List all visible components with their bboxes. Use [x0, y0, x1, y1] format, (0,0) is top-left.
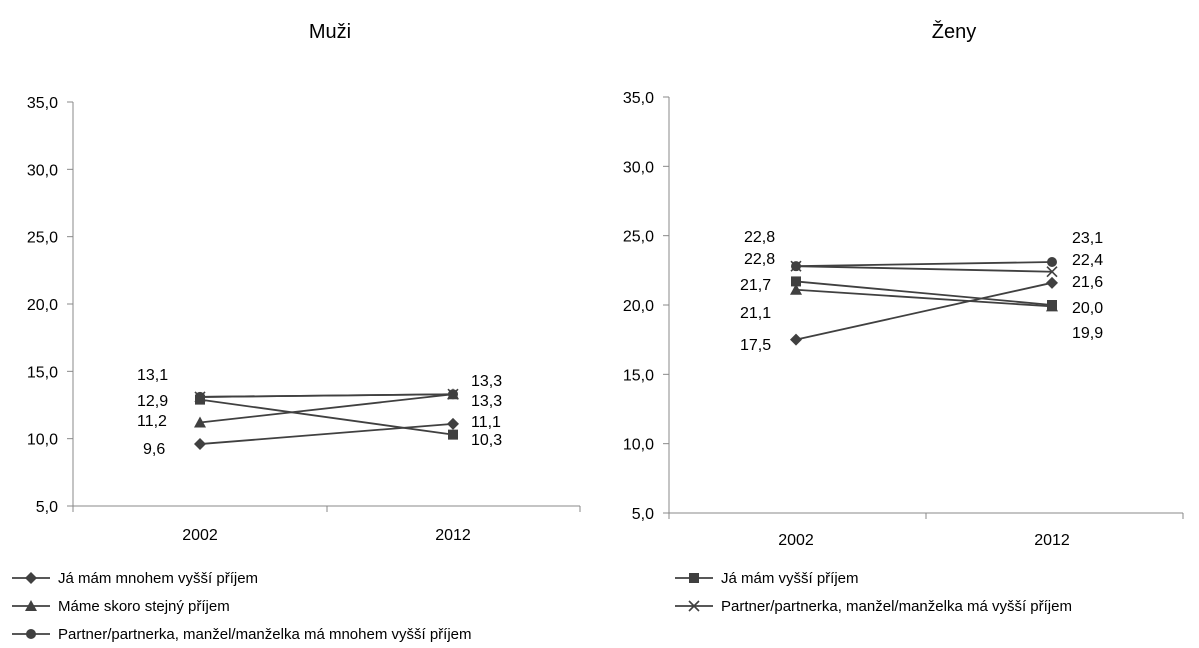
- series-point-diamond: [447, 417, 459, 430]
- data-label: 13,1: [137, 367, 168, 384]
- chart-title: Ženy: [932, 20, 976, 43]
- series-line-diamond: [199, 422, 454, 445]
- data-label: 12,9: [137, 393, 168, 410]
- y-tick-label: 35,0: [623, 90, 654, 107]
- y-tick-label: 25,0: [623, 229, 654, 246]
- y-tick-label: 20,0: [27, 297, 58, 314]
- x-tick-label: 2012: [1034, 532, 1070, 549]
- data-label: 11,2: [137, 413, 167, 430]
- data-label: 17,5: [740, 337, 771, 354]
- legend-marker-diamond: [25, 572, 37, 584]
- series-point-x: [1046, 266, 1058, 278]
- series-point-diamond: [1046, 276, 1058, 289]
- series-point-circle: [1047, 257, 1057, 268]
- y-tick-label: 30,0: [27, 162, 58, 179]
- chart-panel-2: Ženy 5,0 10,0 15,0 20,0 25,0 30,0 35,0 2002 2012 1…: [623, 20, 1184, 549]
- series-point-circle: [195, 391, 205, 402]
- data-label: 20,0: [1072, 300, 1103, 317]
- series-point-triangle: [194, 416, 206, 428]
- data-label: 23,1: [1072, 230, 1103, 247]
- data-label: 21,6: [1072, 274, 1103, 291]
- y-tick-label: 10,0: [623, 437, 654, 454]
- legend-label: Já mám mnohem vyšší příjem: [58, 570, 258, 587]
- series-point-circle: [791, 261, 801, 272]
- legend-label: Já mám vyšší příjem: [721, 570, 859, 587]
- series-point-square: [791, 276, 801, 287]
- y-tick-label: 20,0: [623, 298, 654, 315]
- legend-label: Máme skoro stejný příjem: [58, 598, 230, 615]
- legend-marker-triangle: [25, 600, 37, 611]
- data-label: 22,8: [744, 229, 775, 246]
- series-line-square: [199, 398, 454, 436]
- series-line-triangle: [795, 288, 1053, 308]
- legend-marker-square: [689, 573, 699, 583]
- y-tick-label: 5,0: [36, 499, 58, 516]
- data-label: 21,1: [740, 305, 771, 322]
- y-tick-label: 35,0: [27, 95, 58, 112]
- y-tick-label: 15,0: [623, 367, 654, 384]
- series-point-triangle: [790, 283, 802, 295]
- legend-marker-x: [688, 600, 700, 612]
- y-tick-label: 30,0: [623, 159, 654, 176]
- series-line-square: [795, 280, 1053, 306]
- data-label: 22,4: [1072, 252, 1103, 269]
- series-line-triangle: [199, 393, 454, 424]
- series-line-circle: [199, 393, 454, 398]
- data-label: 22,8: [744, 251, 775, 268]
- chart-panel-1: Muži 5,0 10,0 15,0 20,0 25,0 30,0 35,0 2002 2012 9…: [27, 21, 581, 544]
- series-point-diamond: [194, 438, 206, 451]
- data-label: 10,3: [471, 432, 502, 449]
- y-tick-label: 15,0: [27, 364, 58, 381]
- legend-label: Partner/partnerka, manžel/manželka má vy…: [721, 598, 1072, 615]
- data-label: 13,3: [471, 373, 502, 390]
- series-line-x: [795, 265, 1053, 273]
- data-label: 21,7: [740, 277, 771, 294]
- series-point-circle: [448, 389, 458, 400]
- x-tick-label: 2002: [182, 527, 218, 544]
- data-label: 19,9: [1072, 325, 1103, 342]
- x-tick-label: 2002: [778, 532, 814, 549]
- y-tick-label: 10,0: [27, 432, 58, 449]
- y-tick-label: 5,0: [632, 506, 654, 523]
- series-line-diamond: [795, 281, 1053, 341]
- data-label: 13,3: [471, 393, 502, 410]
- series-point-diamond: [790, 333, 802, 346]
- legend: Já mám mnohem vyšší příjem Já mám vyšší p…: [12, 570, 1072, 643]
- legend-label: Partner/partnerka, manžel/manželka má mn…: [58, 626, 472, 643]
- series-point-square: [448, 429, 458, 440]
- legend-marker-circle: [26, 629, 36, 639]
- series-point-triangle: [1046, 300, 1058, 312]
- chart-title: Muži: [309, 21, 351, 43]
- x-tick-label: 2012: [435, 527, 471, 544]
- series-line-circle: [795, 261, 1053, 268]
- data-label: 9,6: [143, 441, 165, 458]
- data-label: 11,1: [471, 414, 501, 431]
- y-tick-label: 25,0: [27, 230, 58, 247]
